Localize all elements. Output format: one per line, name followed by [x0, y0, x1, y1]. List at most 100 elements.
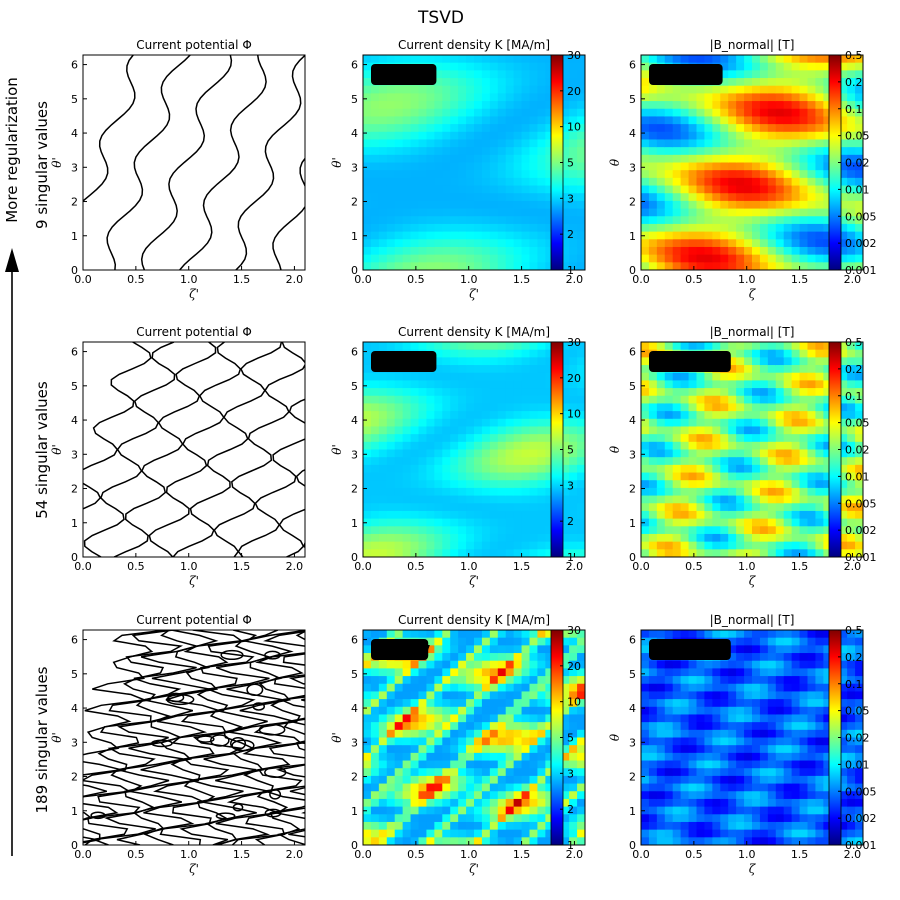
heatmap-cell [458, 706, 467, 716]
heatmap-cell [529, 411, 539, 420]
y-tick-label: 0 [71, 264, 78, 277]
heatmap-cell [442, 706, 451, 716]
heatmap-cell [799, 668, 809, 677]
x-tick-label: 1.0 [460, 560, 478, 573]
heatmap-cell [688, 124, 698, 133]
heatmap-cell [791, 510, 801, 520]
heatmap-cell [839, 124, 848, 133]
heatmap-cell [481, 745, 491, 754]
heatmap-cell [815, 510, 824, 520]
heatmap-cell [839, 139, 848, 148]
heatmap-cell [815, 791, 824, 800]
heatmap-cell [664, 85, 674, 94]
heatmap-cell [458, 239, 467, 248]
heatmap-cell [807, 487, 817, 497]
heatmap-cell [450, 418, 459, 428]
heatmap-cell [363, 668, 372, 677]
heatmap-cell [775, 139, 785, 148]
heatmap-cell [386, 660, 396, 669]
heatmap-cell [458, 814, 467, 823]
heatmap-cell [752, 798, 761, 808]
heatmap-cell [561, 510, 570, 520]
heatmap-cell [545, 791, 554, 800]
heatmap-cell [386, 208, 396, 217]
heatmap-cell [378, 526, 388, 535]
heatmap-cell [418, 768, 428, 777]
heatmap-cell [545, 254, 554, 263]
heatmap-cell [529, 760, 539, 769]
heatmap-cell [537, 223, 546, 233]
heatmap-cell [386, 510, 396, 520]
heatmap-cell [656, 729, 666, 739]
heatmap-cell [752, 745, 761, 754]
heatmap-cell [664, 791, 674, 800]
heatmap-cell [712, 418, 721, 428]
heatmap-cell [458, 775, 467, 785]
heatmap-cell [656, 714, 666, 723]
heatmap-cell [791, 200, 801, 210]
heatmap-cell [458, 254, 467, 263]
heatmap-cell [363, 487, 372, 497]
heatmap-cell [402, 487, 412, 497]
heatmap-cell [775, 162, 785, 171]
heatmap-cell [855, 541, 863, 550]
heatmap-cell [839, 480, 848, 489]
heatmap-cell [363, 170, 372, 179]
heatmap-cell [688, 472, 698, 481]
heatmap-cell [855, 154, 863, 164]
heatmap-cell [466, 254, 475, 263]
heatmap-cell [767, 676, 777, 685]
heatmap-cell [736, 170, 745, 179]
regularization-arrow [5, 248, 19, 856]
heatmap-cell [442, 660, 451, 669]
heatmap-cell [442, 541, 451, 550]
heatmap-cell [736, 231, 745, 240]
heatmap-cell [474, 798, 483, 808]
heatmap-cell [720, 254, 729, 263]
heatmap-cell [791, 775, 801, 785]
heatmap-cell [505, 162, 515, 171]
heatmap-cell [641, 518, 650, 527]
heatmap-cell [489, 487, 499, 497]
heatmap-cell [418, 691, 428, 700]
heatmap-cell [815, 216, 824, 225]
heatmap-cell [712, 411, 721, 420]
heatmap-cell [736, 208, 745, 217]
heatmap-cell [752, 699, 761, 708]
axes-frame [82, 341, 306, 558]
heatmap-cell [855, 78, 863, 87]
heatmap-cell [672, 449, 682, 458]
heatmap-cell [736, 699, 745, 708]
heatmap-cell [521, 518, 531, 527]
heatmap-cell [402, 441, 412, 451]
heatmap-cell [641, 737, 650, 746]
y-tick-label: 3 [351, 448, 358, 461]
heatmap-cell [641, 108, 650, 118]
heatmap-cell [426, 829, 435, 838]
heatmap-cell [815, 676, 824, 685]
heatmap-cell [394, 154, 404, 164]
heatmap-cell [759, 162, 769, 171]
heatmap-cell [450, 426, 459, 435]
heatmap-cell [434, 737, 443, 746]
heatmap-cell [529, 683, 539, 693]
heatmap-cell [736, 441, 745, 451]
heatmap-cell [752, 472, 761, 481]
heatmap-cell [799, 714, 809, 723]
heatmap-cell [799, 457, 809, 466]
y-tick-label: 5 [71, 380, 78, 393]
heatmap-cell [736, 101, 745, 110]
heatmap-cell [767, 418, 777, 428]
heatmap-cell [450, 533, 459, 543]
heatmap-cell [537, 630, 546, 639]
heatmap-cell [783, 464, 793, 474]
heatmap-cell [791, 426, 801, 435]
heatmap-cell [370, 380, 380, 389]
contour-line [140, 55, 233, 270]
heatmap-cell [402, 676, 412, 685]
heatmap-cell [696, 380, 706, 389]
heatmap-cell [728, 177, 737, 187]
heatmap-cell [537, 653, 546, 662]
heatmap-cell [839, 418, 848, 428]
heatmap-cell [458, 683, 467, 693]
